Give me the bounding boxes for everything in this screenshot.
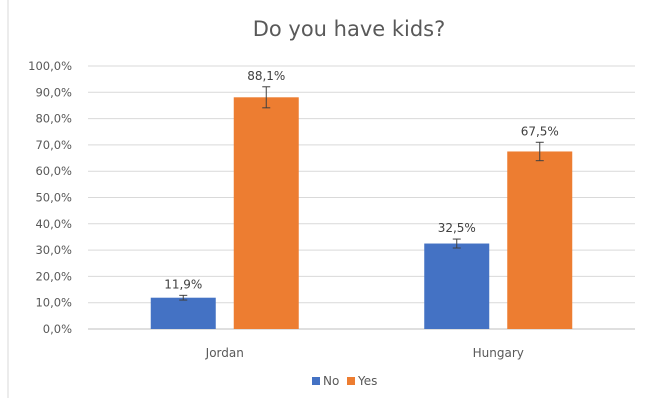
legend-label-yes: Yes	[357, 374, 377, 388]
bar-yes-jordan	[233, 97, 299, 329]
chart-title: Do you have kids?	[253, 17, 446, 41]
bar-yes-hungary	[507, 151, 573, 329]
y-axis-ticks: 0,0% 10,0% 20,0% 30,0% 40,0% 50,0% 60,0% 70,0% 8…	[28, 59, 72, 336]
y-tick-label: 80,0%	[35, 112, 72, 126]
y-tick-label: 50,0%	[35, 191, 72, 205]
y-tick-label: 90,0%	[35, 85, 72, 99]
category-label: Hungary	[473, 346, 524, 360]
y-tick-label: 70,0%	[35, 138, 72, 152]
data-label: 88,1%	[247, 69, 285, 83]
x-axis-categories: Jordan Hungary	[205, 346, 524, 360]
y-tick-label: 20,0%	[35, 269, 72, 283]
data-labels: 11,9% 88,1% 32,5% 67,5%	[164, 69, 559, 292]
category-label: Jordan	[205, 346, 244, 360]
y-tick-label: 100,0%	[28, 59, 72, 73]
y-tick-label: 40,0%	[35, 217, 72, 231]
data-label: 32,5%	[438, 221, 476, 235]
bars	[150, 97, 573, 329]
data-label: 11,9%	[164, 277, 202, 291]
data-label: 67,5%	[521, 124, 559, 138]
error-bars	[179, 86, 544, 301]
bar-no-hungary	[424, 243, 490, 329]
y-tick-label: 10,0%	[35, 296, 72, 310]
legend-swatch-yes	[347, 377, 355, 385]
y-tick-label: 60,0%	[35, 164, 72, 178]
bar-no-jordan	[150, 297, 216, 329]
legend-swatch-no	[312, 377, 320, 385]
legend: No Yes	[312, 374, 377, 388]
y-tick-label: 0,0%	[43, 322, 72, 336]
legend-label-no: No	[323, 374, 339, 388]
y-tick-label: 30,0%	[35, 243, 72, 257]
